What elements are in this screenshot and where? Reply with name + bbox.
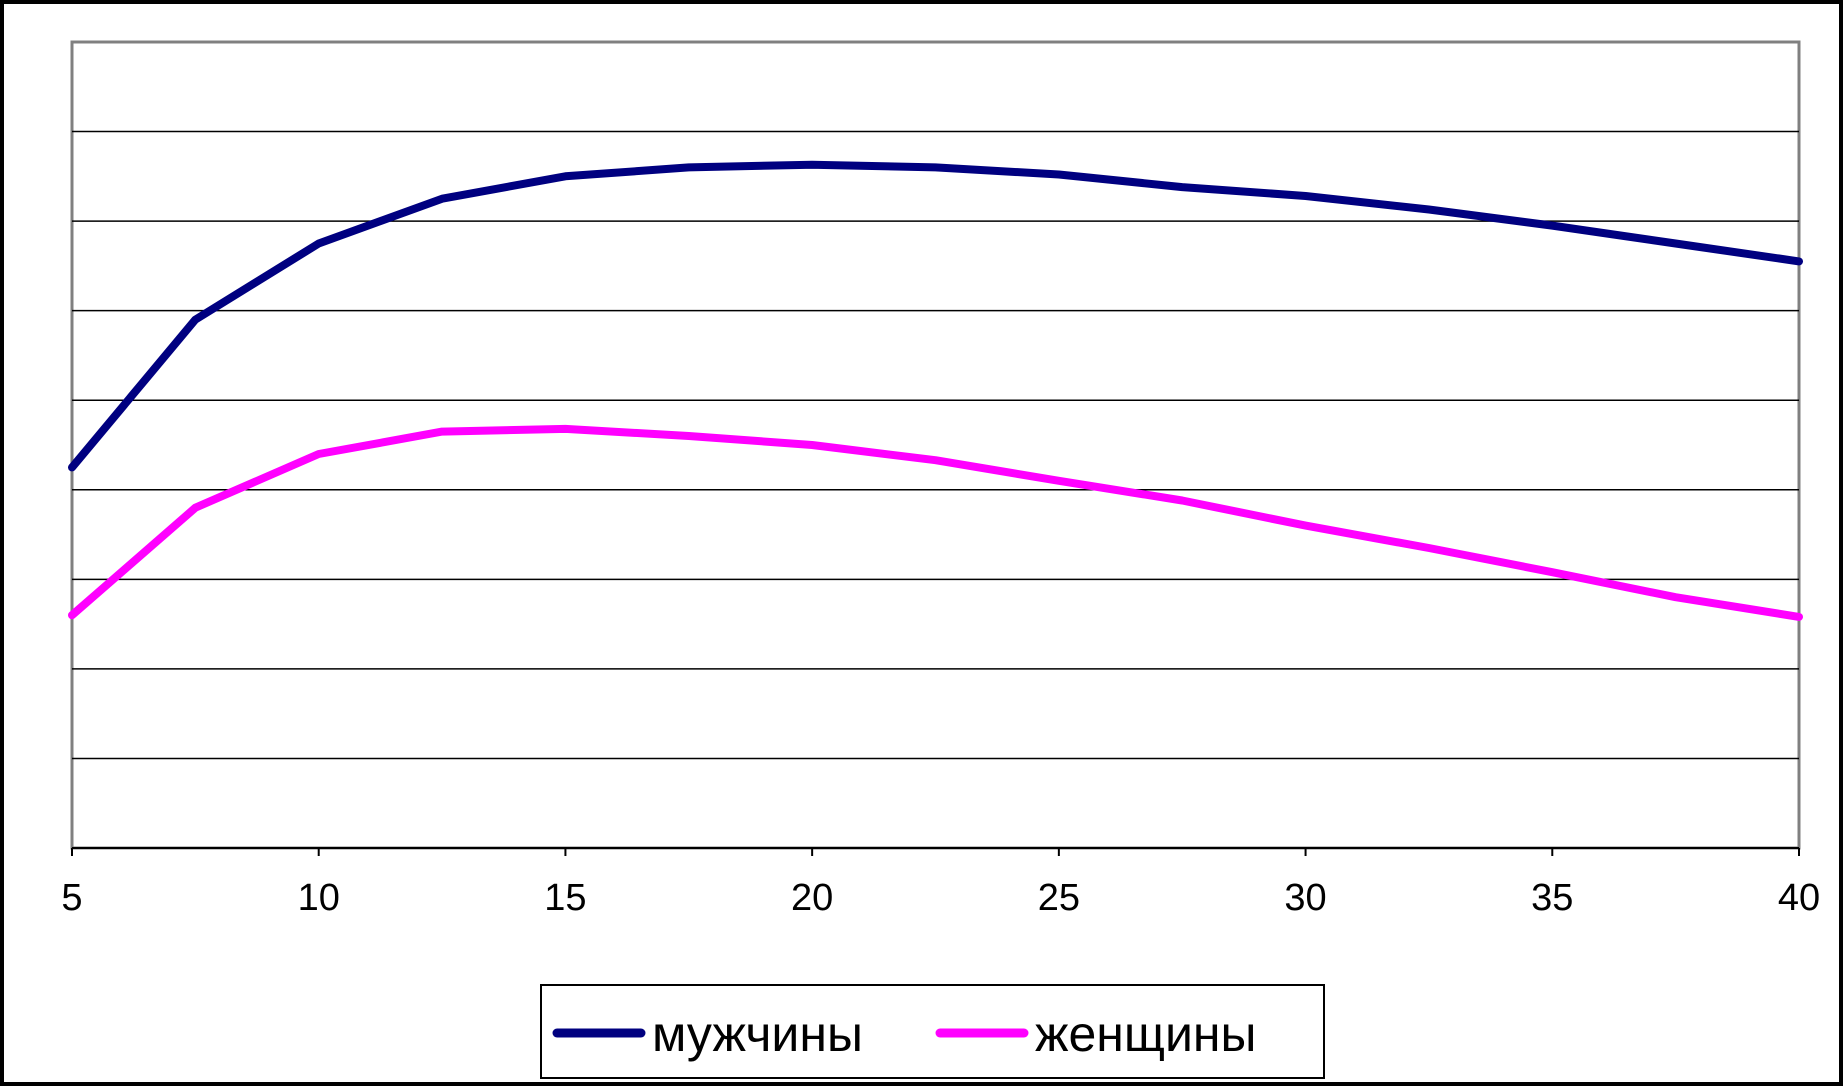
series-line-men xyxy=(68,160,1803,472)
x-tick-label: 25 xyxy=(1038,877,1080,919)
x-tick-label: 5 xyxy=(61,877,82,919)
x-tick-label: 10 xyxy=(298,877,340,919)
x-tick-label: 35 xyxy=(1531,877,1573,919)
x-ticks: 5 10 15 20 25 30 35 40 xyxy=(61,848,1820,919)
x-tick-label: 15 xyxy=(544,877,586,919)
legend-box xyxy=(540,984,1325,1079)
plot-area xyxy=(70,40,1801,850)
legend: мужчины женщины xyxy=(540,984,1325,1079)
legend-label-men: мужчины xyxy=(652,1006,863,1062)
legend-label-women: женщины xyxy=(1035,1006,1256,1062)
series-lines xyxy=(68,160,1803,621)
x-tick-label: 20 xyxy=(791,877,833,919)
x-tick-label: 30 xyxy=(1284,877,1326,919)
series-line-women xyxy=(68,424,1803,621)
x-tick-label: 40 xyxy=(1778,877,1820,919)
